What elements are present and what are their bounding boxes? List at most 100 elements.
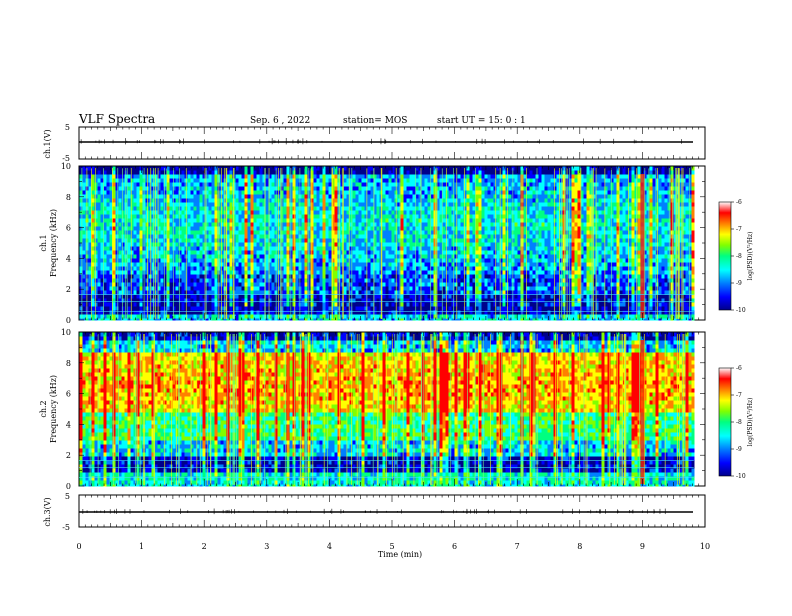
spectrogram-cell [251, 171, 254, 175]
spectrogram-cell [260, 179, 263, 183]
spectrogram-cell [359, 191, 362, 195]
spectrogram-cell [161, 279, 164, 283]
spectrogram-cell [83, 263, 86, 267]
spectrogram-cell [239, 283, 242, 287]
spectrogram-cell [122, 303, 125, 307]
spectrogram-cell [101, 287, 104, 291]
spectrogram-cell [170, 311, 173, 315]
spectrogram-cell [404, 271, 407, 275]
spectrogram-cell [251, 207, 254, 211]
spectrogram-cell [272, 287, 275, 291]
spectrogram-cell [197, 311, 200, 315]
spectrogram-cell [335, 239, 338, 243]
spectrogram-cell [296, 227, 299, 231]
spectrogram-cell [113, 307, 116, 311]
spectrogram-cell [83, 287, 86, 291]
spectrogram-cell [383, 303, 386, 307]
spectrogram-cell [140, 287, 143, 291]
spectrogram-cell [335, 275, 338, 279]
spectrogram-cell [284, 211, 287, 215]
spectrogram-cell [287, 183, 290, 187]
spectrogram-cell [401, 227, 404, 231]
spectrogram-cell [404, 207, 407, 211]
spectrogram-cell [428, 263, 431, 267]
spectrogram-cell [386, 215, 389, 219]
spectrogram-cell [188, 231, 191, 235]
spectrogram-cell [434, 207, 437, 211]
spectrogram-cell [305, 303, 308, 307]
spectrogram-cell [161, 315, 164, 319]
spectrogram-cell [134, 183, 137, 187]
spectrogram-cell [326, 243, 329, 247]
spectrogram-cell [92, 255, 95, 259]
spectrogram-cell [146, 199, 149, 203]
spectrogram-cell [257, 255, 260, 259]
spectrogram-cell [245, 291, 248, 295]
spectrogram-cell [107, 199, 110, 203]
spectrogram-cell [323, 219, 326, 223]
spectrogram-cell [83, 271, 86, 275]
spectrogram-cell [188, 207, 191, 211]
spectrogram-cell [287, 251, 290, 255]
spectrogram-cell [113, 283, 116, 287]
spectrogram-cell [401, 211, 404, 215]
spectrogram-cell [251, 303, 254, 307]
spectrogram-cell [326, 219, 329, 223]
spectrogram-cell [272, 247, 275, 251]
spectrogram-cell [200, 219, 203, 223]
spectrogram-cell [272, 263, 275, 267]
spectrogram-cell [356, 235, 359, 239]
spectrogram-cell [404, 311, 407, 315]
spectrogram-cell [413, 195, 416, 199]
spectrogram-cell [401, 311, 404, 315]
spectrogram-cell [413, 203, 416, 207]
spectrogram-cell [188, 179, 191, 183]
spectrogram-cell [251, 175, 254, 179]
spectrogram-cell [212, 231, 215, 235]
spectrogram-cell [371, 175, 374, 179]
spectrogram-cell [410, 239, 413, 243]
spectrogram-cell [272, 203, 275, 207]
spectrogram-cell [248, 283, 251, 287]
spectrogram-cell [173, 211, 176, 215]
spectrogram-cell [425, 199, 428, 203]
spectrogram-cell [83, 183, 86, 187]
spectrogram-cell [155, 171, 158, 175]
spectrogram-cell [92, 315, 95, 319]
spectrogram-cell [164, 271, 167, 275]
spectrogram-cell [107, 183, 110, 187]
spectrogram-cell [137, 195, 140, 199]
spectrogram-cell [284, 215, 287, 219]
spectrogram-cell [146, 275, 149, 279]
spectrogram-cell [422, 231, 425, 235]
spectrogram-cell [392, 227, 395, 231]
spectrogram-cell [407, 199, 410, 203]
spectrogram-cell [215, 231, 218, 235]
spectrogram-cell [122, 267, 125, 271]
spectrogram-cell [197, 295, 200, 299]
spectrogram-cell [200, 211, 203, 215]
spectrogram-cell [254, 195, 257, 199]
spectrogram-cell [425, 167, 428, 171]
spectrogram-cell [128, 187, 131, 191]
spectrogram-cell [335, 179, 338, 183]
spectrogram-cell [383, 287, 386, 291]
spectrogram-cell [251, 227, 254, 231]
spectrogram-cell [179, 199, 182, 203]
spectrogram-cell [242, 187, 245, 191]
spectrogram-cell [296, 223, 299, 227]
spectrogram-cell [326, 291, 329, 295]
spectrogram-cell [305, 259, 308, 263]
spectrogram-cell [353, 287, 356, 291]
spectrogram-cell [122, 283, 125, 287]
spectrogram-cell [260, 195, 263, 199]
spectrogram-cell [377, 243, 380, 247]
spectrogram-cell [182, 179, 185, 183]
spectrogram-cell [212, 255, 215, 259]
spectrogram-cell [230, 271, 233, 275]
spectrogram-cell [119, 227, 122, 231]
spectrogram-cell [212, 191, 215, 195]
spectrogram-cell [83, 275, 86, 279]
spectrogram-cell [113, 235, 116, 239]
spectrogram-cell [386, 219, 389, 223]
